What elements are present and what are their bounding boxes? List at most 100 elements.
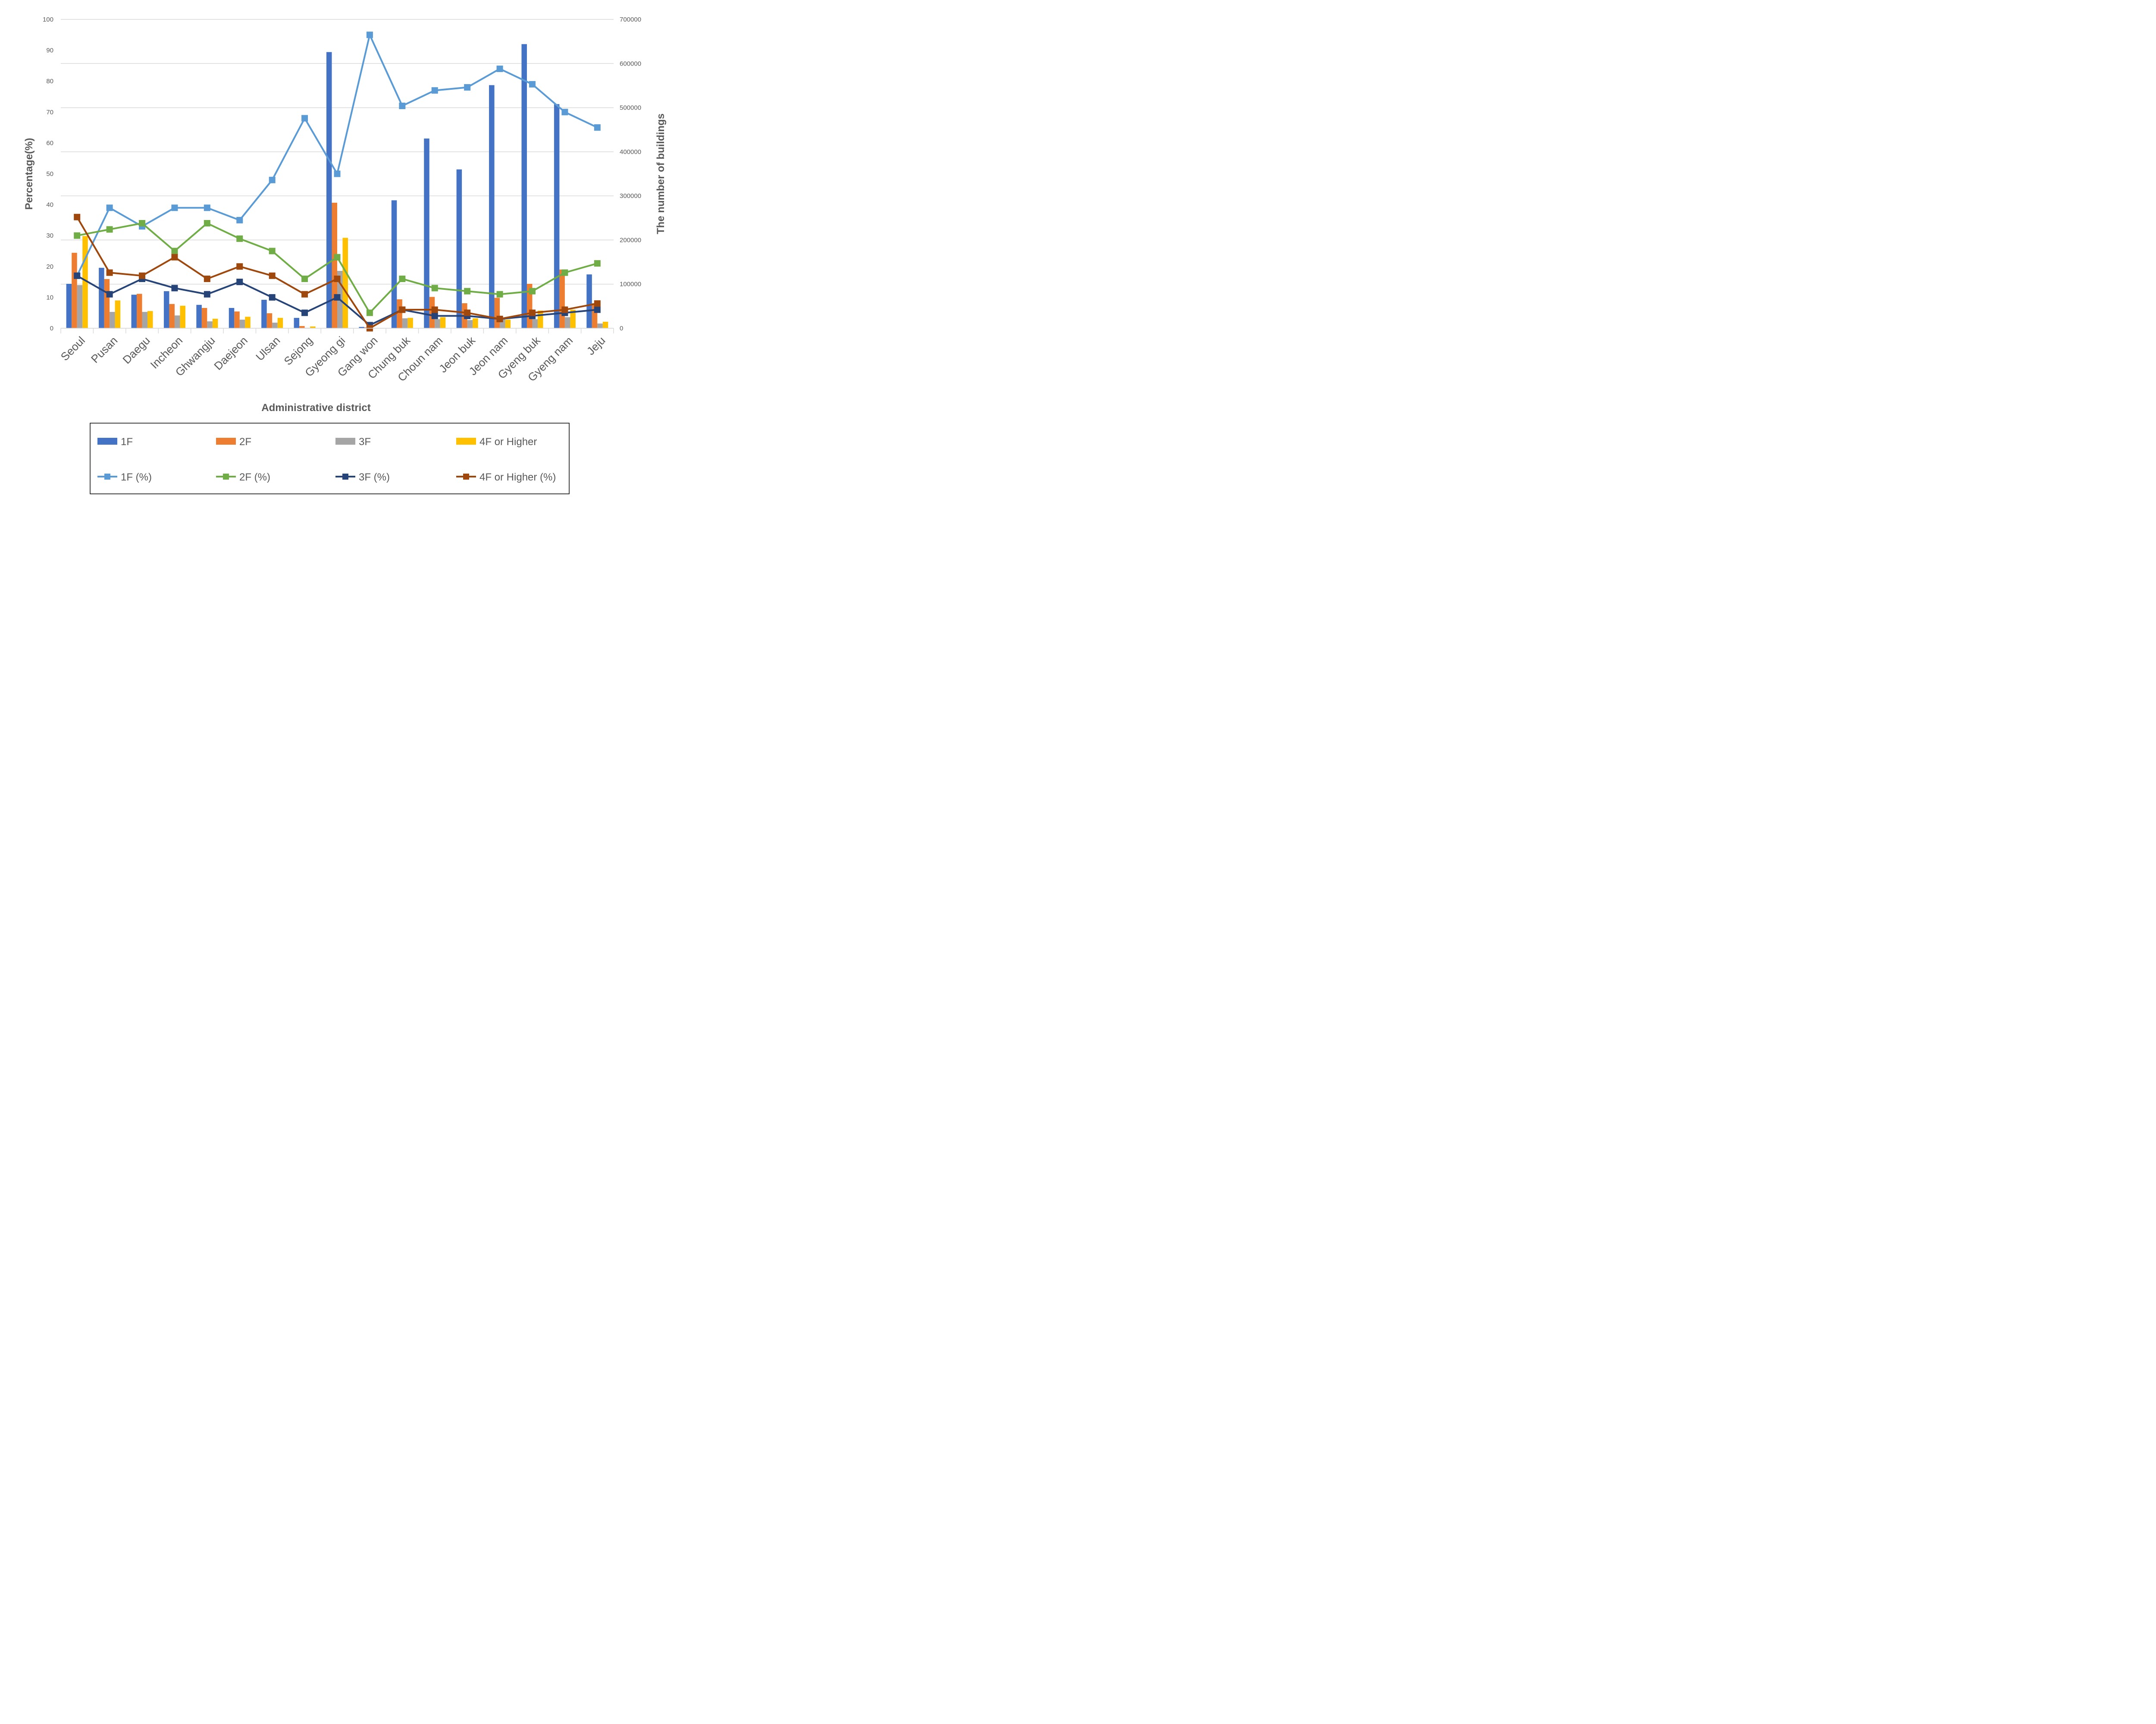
- bar-1f: [99, 267, 104, 328]
- marker-1f: [106, 204, 113, 211]
- marker-3f: [236, 279, 243, 286]
- legend-label: 2F (%): [239, 471, 270, 483]
- marker-2f: [561, 269, 568, 276]
- marker-2f: [399, 275, 406, 282]
- marker-4f-or-higher: [431, 306, 438, 313]
- y2-tick-label: 400000: [620, 148, 641, 156]
- y-tick-label: 90: [46, 47, 53, 54]
- bar-1f: [294, 317, 300, 328]
- marker-4f-or-higher: [399, 306, 406, 313]
- bar-3f: [239, 320, 245, 328]
- marker-4f-or-higher: [529, 309, 536, 316]
- marker-3f: [74, 272, 81, 279]
- marker-4f-or-higher: [301, 291, 308, 298]
- right-axis-ticks: 0 100000 200000 300000 400000 500000 600000 700…: [620, 16, 641, 332]
- bar-3f: [174, 315, 180, 328]
- bar-2f: [397, 299, 402, 328]
- legend-swatch: [216, 438, 236, 445]
- x-tick-label: Jeju: [584, 334, 608, 358]
- marker-1f: [334, 170, 341, 177]
- marker-1f: [269, 176, 276, 183]
- bar-4f-or-higher: [245, 317, 251, 328]
- marker-4f-or-higher: [334, 275, 341, 282]
- legend-swatch: [97, 438, 117, 445]
- marker-4f-or-higher: [139, 272, 146, 279]
- bar-1f: [163, 291, 169, 328]
- legend-marker: [342, 474, 348, 480]
- x-tick-label: Daejeon: [211, 334, 250, 373]
- bar-4f-or-higher: [537, 311, 543, 328]
- legend-label: 3F (%): [359, 471, 390, 483]
- marker-4f-or-higher: [496, 316, 503, 323]
- marker-3f: [204, 291, 210, 298]
- y-tick-label: 40: [46, 201, 53, 209]
- bar-1f: [66, 283, 72, 328]
- bar-1f: [229, 308, 235, 328]
- bar-2f: [72, 253, 77, 328]
- bar-2f: [332, 202, 337, 328]
- marker-1f: [431, 87, 438, 94]
- marker-4f-or-higher: [204, 275, 210, 282]
- marker-4f-or-higher: [74, 214, 81, 220]
- y2-tick-label: 700000: [620, 16, 641, 23]
- bar-4f-or-higher: [180, 305, 185, 328]
- legend-label: 4F or Higher: [479, 436, 537, 448]
- bar-1f: [196, 305, 202, 328]
- bar-4f-or-higher: [212, 319, 218, 328]
- marker-1f: [204, 204, 210, 211]
- x-tick-label: Pusan: [88, 334, 120, 365]
- marker-4f-or-higher: [171, 254, 178, 261]
- bar-4f-or-higher: [570, 310, 576, 328]
- bar-2f: [234, 311, 240, 328]
- legend-marker: [104, 474, 110, 480]
- marker-2f: [496, 291, 503, 298]
- bar-3f: [110, 312, 115, 328]
- y-tick-label: 50: [46, 170, 53, 178]
- marker-1f: [496, 66, 503, 72]
- bar-4f-or-higher: [473, 318, 478, 328]
- y2-axis-title: The number of buildings: [655, 113, 667, 234]
- y-tick-label: 100: [43, 16, 53, 23]
- marker-2f: [464, 288, 471, 295]
- bar-2f: [137, 294, 142, 328]
- bar-3f: [467, 320, 473, 328]
- y-tick-label: 70: [46, 109, 53, 116]
- y2-tick-label: 200000: [620, 236, 641, 244]
- bar-3f: [142, 312, 148, 328]
- y2-tick-label: 600000: [620, 60, 641, 67]
- y-tick-label: 30: [46, 232, 53, 239]
- bar-4f-or-higher: [342, 238, 348, 328]
- bar-4f-or-higher: [82, 236, 88, 328]
- y-tick-label: 0: [50, 325, 53, 332]
- y2-tick-label: 300000: [620, 192, 641, 200]
- marker-4f-or-higher: [561, 306, 568, 313]
- x-tick-label: Ulsan: [253, 334, 282, 363]
- bar-2f: [494, 298, 500, 328]
- bar-3f: [207, 321, 213, 328]
- marker-2f: [106, 226, 113, 233]
- bar-4f-or-higher: [440, 317, 446, 328]
- marker-2f: [269, 248, 276, 254]
- marker-2f: [594, 260, 601, 267]
- x-tick-label: Daegu: [120, 334, 152, 366]
- x-tick-label: Seoul: [58, 334, 88, 363]
- legend-marker: [223, 474, 229, 480]
- marker-2f: [139, 220, 146, 227]
- marker-3f: [431, 312, 438, 319]
- legend: 1F 2F 3F 4F or Higher 1F (%) 2F (%) 3F (%) 4F o…: [97, 436, 556, 483]
- bar-1f: [456, 169, 462, 328]
- marker-1f: [236, 217, 243, 223]
- marker-4f-or-higher: [464, 309, 471, 316]
- left-axis-ticks: 0 10 20 30 40 50 60 70 80 90 100: [43, 16, 53, 332]
- bar-3f: [532, 319, 538, 328]
- legend-label: 2F: [239, 436, 251, 448]
- legend-label: 1F: [121, 436, 133, 448]
- bar-1f: [489, 85, 495, 329]
- y-tick-label: 80: [46, 78, 53, 85]
- marker-3f: [106, 291, 113, 298]
- y-tick-label: 10: [46, 294, 53, 301]
- bar-2f: [559, 269, 565, 328]
- bar-3f: [435, 319, 440, 328]
- bar-2f: [104, 279, 110, 328]
